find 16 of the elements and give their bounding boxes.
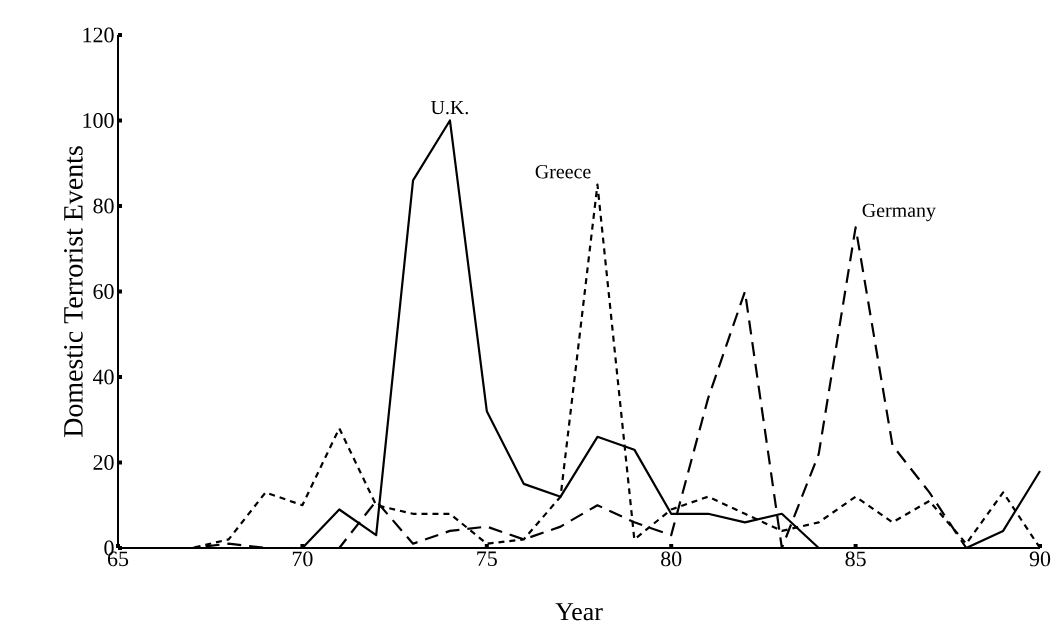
x-axis-title: Year [555, 603, 603, 621]
y-tick-label: 100 [83, 113, 114, 128]
y-axis-title: Domestic Terrorist Events [64, 146, 83, 437]
x-tick-label: 90 [1029, 551, 1051, 567]
x-tick-label: 75 [477, 551, 497, 567]
y-tick-label: 80 [93, 198, 114, 214]
y-tick-label: 60 [93, 284, 114, 299]
y-tick-label: 40 [92, 369, 114, 385]
y-tick-label: 20 [93, 455, 114, 470]
series-label: Greece [535, 165, 591, 179]
x-tick-label: 70 [292, 551, 313, 567]
y-tick-label: 120 [83, 27, 114, 43]
x-tick-label: 80 [661, 551, 682, 567]
series-label: Germany [862, 203, 936, 222]
series-label: U.K. [430, 100, 468, 115]
x-tick-label: 85 [845, 551, 866, 567]
